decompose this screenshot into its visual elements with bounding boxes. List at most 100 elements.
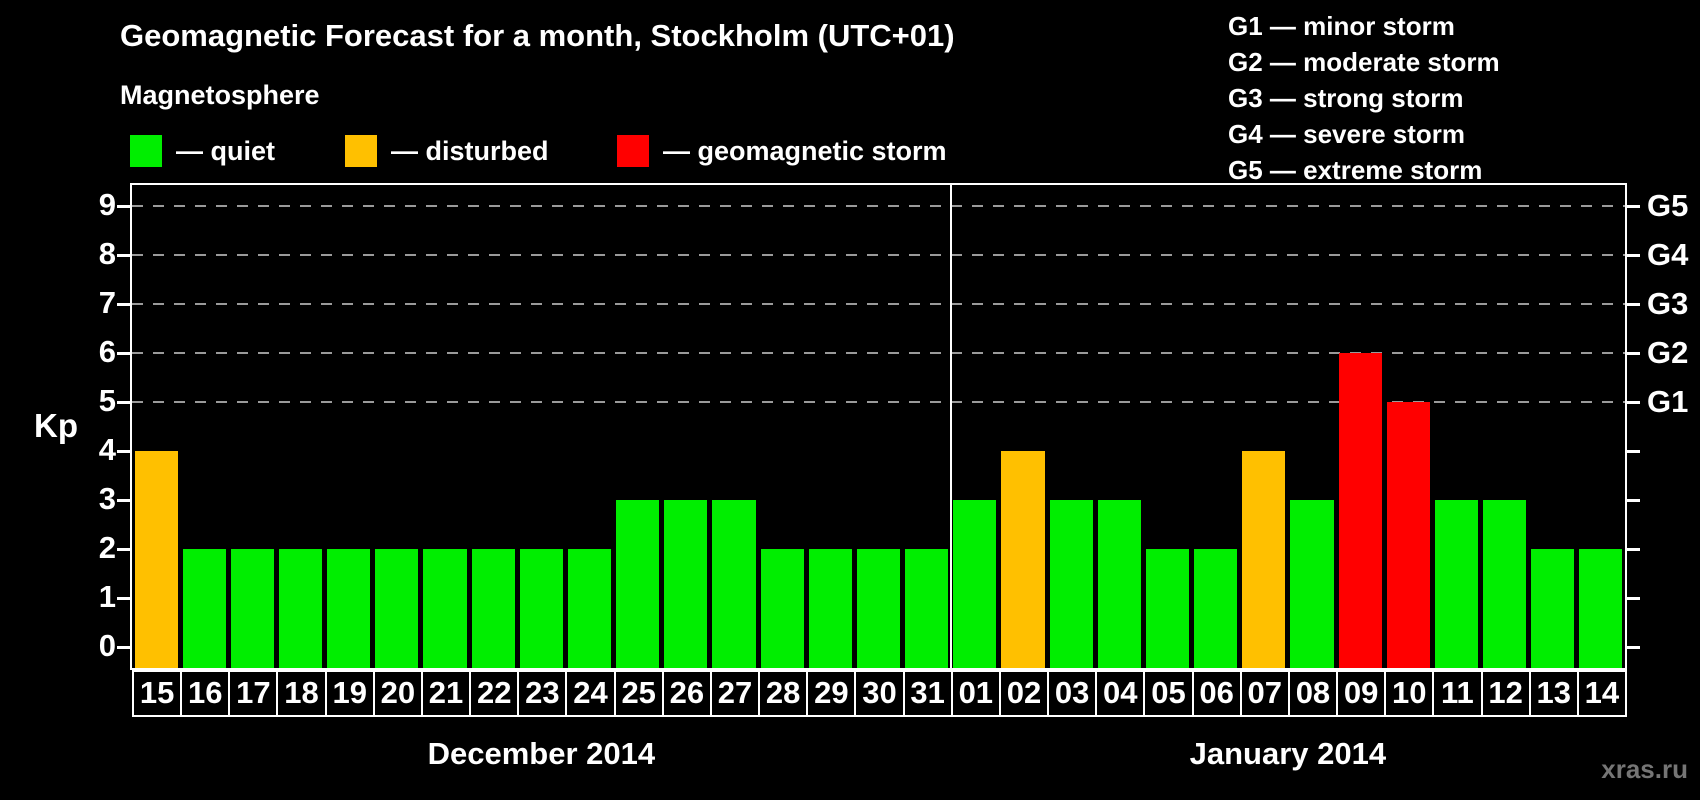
kp-axis-label: Kp [34,407,78,444]
g-scale-legend: G1 — minor storm G2 — moderate storm G3 … [1228,8,1500,188]
bar-day-22 [471,549,515,668]
legend-label-quiet: — quiet [176,136,275,166]
legend-item-disturbed: — disturbed [345,135,549,167]
day-label-cell-18: 18 [276,670,327,717]
bar-day-16 [182,549,226,668]
bar-day-31 [905,549,949,668]
kp-tick-label-7: 7 [98,285,116,320]
day-label-cell-22: 22 [469,670,520,717]
bar-day-05 [1145,549,1190,668]
bar-day-13 [1531,549,1575,668]
day-label-cell-01: 01 [950,670,1001,717]
day-label-cell-15: 15 [132,670,183,717]
day-label-cell-27: 27 [709,670,761,717]
day-label-cell-31: 31 [902,670,953,717]
kp-tick-left-8 [117,254,130,257]
g-axis-label-g4: G4 [1647,237,1689,272]
day-label-cell-07: 07 [1239,670,1290,717]
bar-day-09 [1338,353,1382,668]
day-label-cell-02: 02 [998,670,1050,717]
day-label-cell-21: 21 [420,670,472,717]
kp-tick-left-2 [117,548,130,551]
bar-day-20 [375,549,419,668]
day-label-cell-23: 23 [517,670,568,717]
plot-gridline-kp8 [132,254,1625,256]
magnetosphere-legend-heading: Magnetosphere [120,80,320,110]
kp-tick-left-9 [117,205,130,208]
bar-day-10 [1386,402,1430,668]
kp-tick-right-7 [1627,303,1640,306]
day-label-cell-24: 24 [565,670,616,717]
kp-tick-label-6: 6 [98,334,116,369]
bar-day-23 [519,549,563,668]
g-axis-label-g2: G2 [1647,335,1689,370]
day-label-cell-29: 29 [806,670,857,717]
g-scale-line-g1: G1 — minor storm [1228,11,1455,41]
kp-tick-right-9 [1627,205,1640,208]
bar-day-12 [1483,500,1527,668]
day-label-cell-20: 20 [372,670,423,717]
plot-gridline-kp5 [132,401,1625,403]
bar-day-17 [230,549,274,668]
bar-day-06 [1194,549,1238,668]
kp-tick-left-3 [117,499,130,502]
bar-day-08 [1290,500,1334,668]
kp-tick-label-2: 2 [98,530,116,565]
kp-tick-left-4 [117,450,130,453]
g-axis-label-g1: G1 [1647,384,1689,419]
kp-tick-label-0: 0 [98,628,116,663]
plot-gridline-kp6 [132,352,1625,354]
kp-tick-right-8 [1627,254,1640,257]
bar-day-27 [712,500,756,668]
bar-day-04 [1097,500,1141,668]
kp-tick-left-7 [117,303,130,306]
day-label-cell-11: 11 [1432,670,1483,717]
kp-tick-right-3 [1627,499,1640,502]
legend-item-quiet: — quiet [130,135,275,167]
bar-day-25 [616,500,660,668]
bar-day-11 [1434,500,1478,668]
day-label-cell-16: 16 [180,670,231,717]
g-scale-line-g5: G5 — extreme storm [1228,155,1483,185]
kp-tick-right-1 [1627,597,1640,600]
legend-swatch-disturbed [345,135,377,167]
month-label-left: December 2014 [427,736,656,771]
day-label-cell-14: 14 [1576,670,1627,717]
bar-day-14 [1579,549,1623,668]
day-label-cell-17: 17 [228,670,279,717]
day-label-cell-05: 05 [1143,670,1194,717]
g-scale-line-g4: G4 — severe storm [1228,119,1466,149]
legend-swatch-storm [617,135,649,167]
day-label-cell-12: 12 [1480,670,1531,717]
kp-tick-left-6 [117,352,130,355]
kp-tick-label-3: 3 [98,481,116,516]
day-label-cell-04: 04 [1095,670,1146,717]
day-label-cell-13: 13 [1528,670,1579,717]
chart-title: Geomagnetic Forecast for a month, Stockh… [120,18,955,53]
legend-label-disturbed: — disturbed [391,136,549,166]
bar-day-01 [953,500,997,668]
day-label-cell-10: 10 [1384,670,1435,717]
day-label-cell-26: 26 [661,670,712,717]
bar-day-29 [808,549,852,668]
bar-day-03 [1049,500,1093,668]
plot-gridline-kp7 [132,303,1625,305]
g-scale-line-g3: G3 — strong storm [1228,83,1464,113]
bar-day-26 [664,500,708,668]
day-label-cell-30: 30 [854,670,905,717]
plot-gridline-kp9 [132,205,1625,207]
kp-tick-label-1: 1 [98,579,116,614]
day-label-cell-19: 19 [324,670,375,717]
g-axis-label-g5: G5 [1647,188,1689,223]
month-label-right: January 2014 [1189,736,1387,771]
kp-tick-left-5 [117,401,130,404]
kp-tick-right-5 [1627,401,1640,404]
kp-tick-left-0 [117,646,130,649]
kp-tick-right-2 [1627,548,1640,551]
kp-tick-right-6 [1627,352,1640,355]
bar-day-02 [1001,451,1045,668]
month-separator [949,185,952,668]
day-label-cell-25: 25 [613,670,664,717]
legend-swatch-quiet [130,135,162,167]
